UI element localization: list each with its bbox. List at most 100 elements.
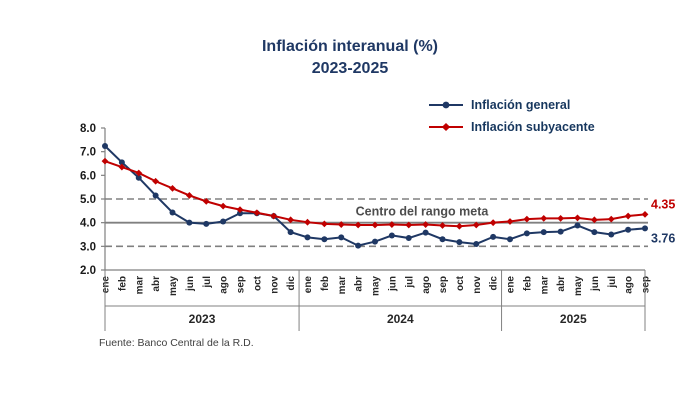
year-label: 2023 [189,312,216,326]
data-point [287,229,294,236]
data-point [338,234,345,241]
month-label: ene [506,276,517,294]
data-point [540,215,548,222]
end-label-subyacente: 4.35 [651,197,675,211]
y-tick-label: 7.0 [80,147,96,159]
series-general-line [104,145,646,247]
data-point [304,234,311,241]
data-point [220,218,227,225]
data-point [607,215,615,223]
data-point [152,177,160,185]
data-point [186,219,193,226]
data-point [320,220,328,228]
month-label: may [371,276,382,296]
data-point [304,218,311,226]
month-label: abr [151,276,162,292]
line-circle-marker-icon [429,101,463,109]
data-point [337,221,345,228]
data-point [101,157,109,165]
data-point [169,184,176,192]
month-label: ago [421,276,432,294]
data-point [456,239,463,246]
data-point [507,236,513,243]
data-point [574,222,581,229]
data-point [523,230,530,237]
month-label: jun [590,276,601,292]
data-point [439,222,446,229]
legend-label-general: Inflación general [471,98,571,112]
data-point [608,231,615,238]
month-label: feb [117,276,128,291]
data-point [574,214,581,222]
month-label: nov [472,276,483,294]
month-label: feb [320,276,331,291]
data-point [237,210,243,217]
month-label: oct [455,275,466,291]
month-label: mar [134,276,145,294]
data-point [321,236,328,243]
y-tick-label: 3.0 [80,241,96,253]
data-point [355,242,362,249]
data-point [372,238,378,245]
data-point [169,209,176,216]
data-point [625,226,632,233]
data-point [135,174,142,181]
data-point [185,192,193,199]
data-point [405,221,413,229]
month-label: dic [286,276,297,291]
data-point [354,221,362,229]
data-point [490,233,497,240]
data-point [422,229,429,236]
chart-title: Inflación interanual (%) 2023-2025 [0,36,700,80]
data-point [388,232,395,239]
month-label: sep [438,276,449,293]
month-label: oct [252,275,263,291]
y-tick-label: 2.0 [80,265,96,277]
month-label: nov [269,276,280,294]
month-label: jul [607,276,618,289]
data-point [422,221,430,228]
month-label: mar [337,276,348,294]
data-point [439,236,446,243]
month-label: ago [219,276,230,294]
source-note: Fuente: Banco Central de la R.D. [99,337,254,349]
month-label: feb [522,276,533,291]
legend-item-subyacente: Inflación subyacente [428,116,595,138]
month-label: jul [202,276,213,289]
data-point [624,212,632,220]
y-tick-label: 8.0 [80,123,96,135]
month-label: jun [387,276,398,292]
month-label: ene [101,276,112,294]
chart-title-line2: 2023-2025 [311,60,389,77]
data-point [641,210,649,218]
data-point [270,212,278,220]
month-label: abr [556,276,567,292]
legend-item-general: Inflación general [428,94,595,116]
month-label: sep [236,276,247,293]
month-label: may [168,276,179,296]
data-point [473,240,480,247]
data-point [506,218,514,225]
data-point [540,229,547,236]
data-point [405,235,412,242]
month-label: jul [404,276,415,289]
data-point [455,222,463,230]
data-point [102,142,108,149]
data-point [253,209,261,217]
line-diamond-marker-icon [429,123,463,131]
month-label: ene [303,276,314,294]
data-point [557,215,565,222]
month-label: ago [624,276,635,294]
data-point [591,229,598,236]
data-point [202,197,210,205]
data-point [590,216,598,224]
year-label: 2025 [560,312,587,326]
chart-title-line1: Inflación interanual (%) [261,38,438,55]
data-point [118,159,125,166]
month-label: dic [489,276,500,291]
data-point [152,192,159,199]
data-point [236,206,244,214]
data-point [219,202,227,210]
